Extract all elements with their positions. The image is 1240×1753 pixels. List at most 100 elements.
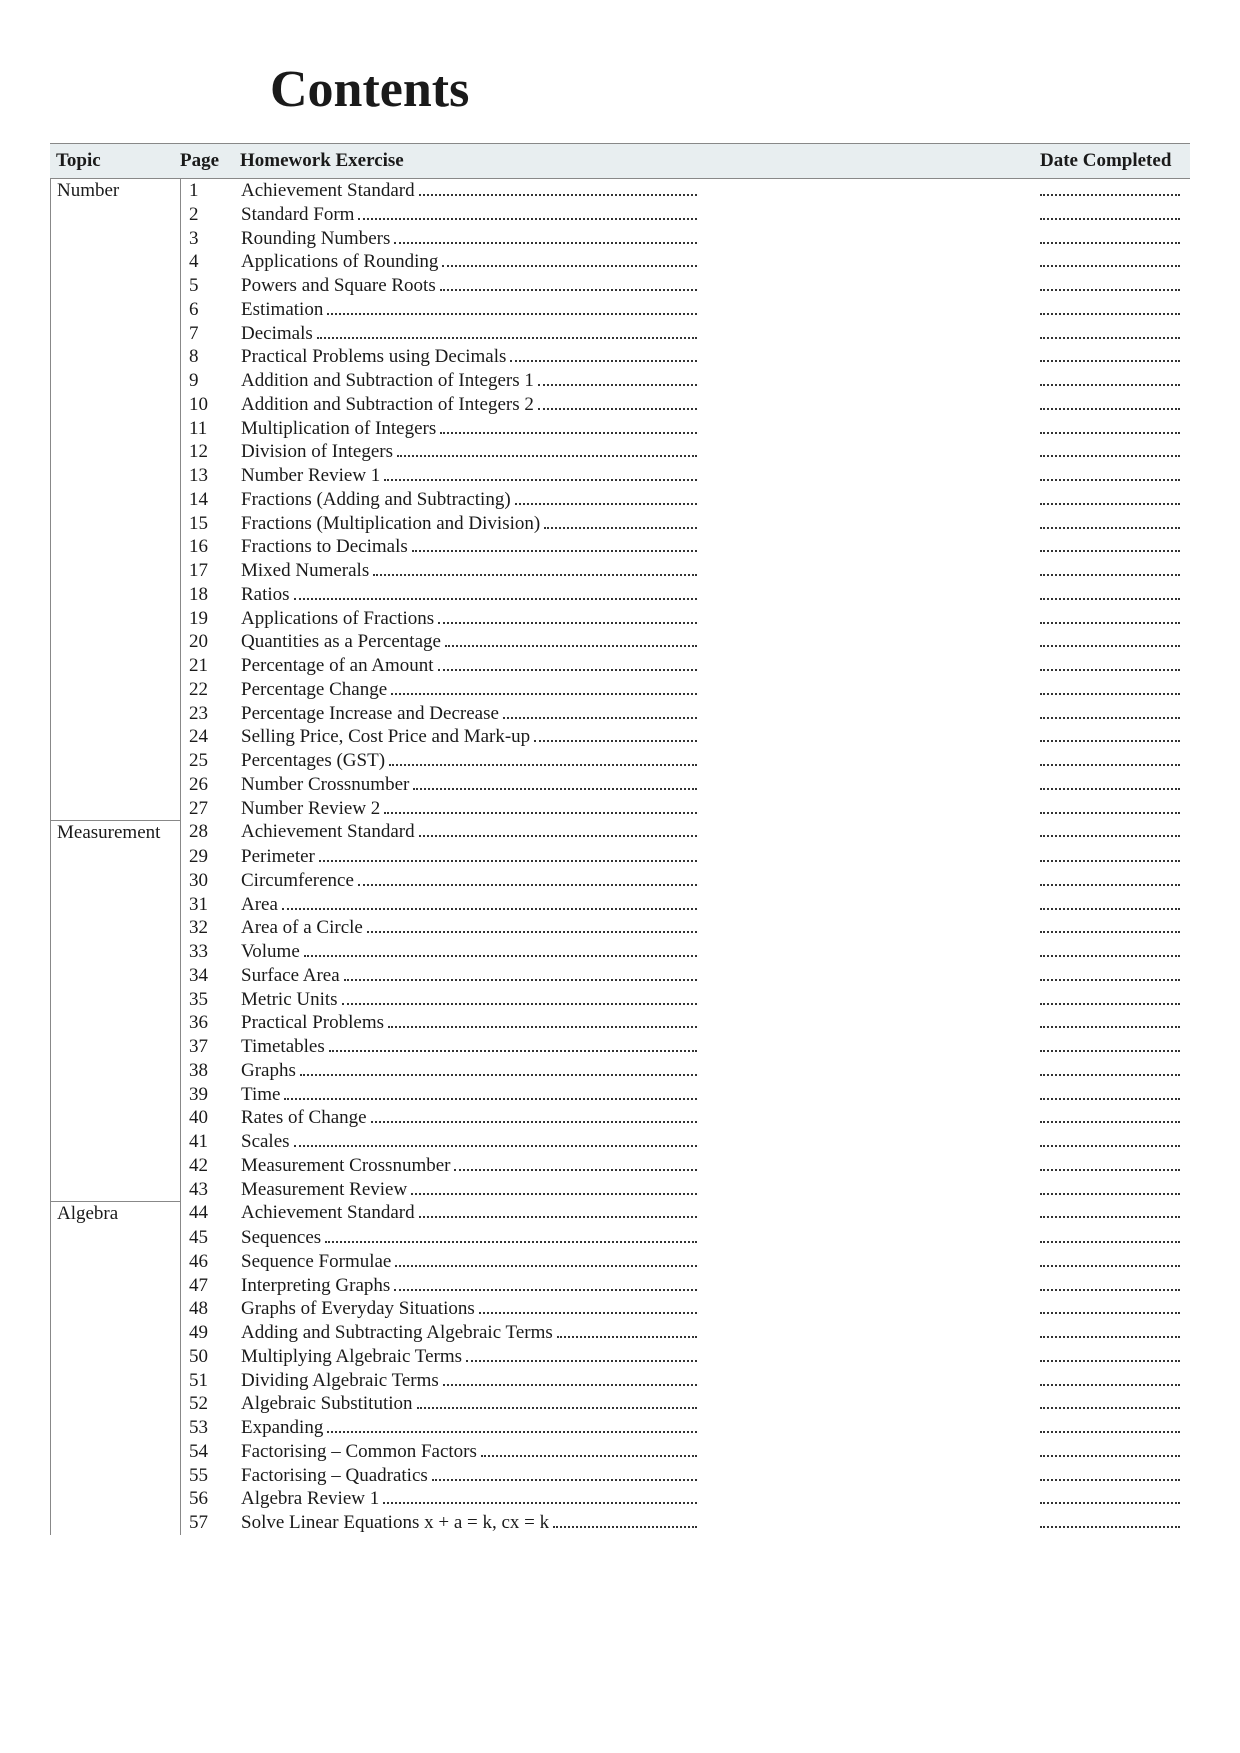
date-dot-leader: [1040, 503, 1180, 505]
exercise-label: Achievement Standard: [241, 1201, 415, 1225]
date-cell: [1040, 527, 1190, 533]
date-cell: [1040, 860, 1190, 866]
contents-row: 24Selling Price, Cost Price and Mark-up: [51, 725, 1190, 749]
topic-cell: Algebra: [51, 1201, 181, 1226]
exercise-cell: Sequences: [241, 1226, 701, 1250]
page-cell: 6: [181, 298, 241, 322]
contents-row: 30Circumference: [51, 869, 1190, 893]
date-cell: [1040, 289, 1190, 295]
date-dot-leader: [1040, 550, 1180, 552]
page-cell: 43: [181, 1178, 241, 1202]
exercise-cell: Expanding: [241, 1416, 701, 1440]
contents-row: 38Graphs: [51, 1059, 1190, 1083]
topic-cell: [51, 393, 181, 417]
dot-leader: [344, 979, 697, 981]
contents-row: 42Measurement Crossnumber: [51, 1154, 1190, 1178]
date-cell: [1040, 1169, 1190, 1175]
exercise-cell: Achievement Standard: [241, 179, 701, 203]
date-dot-leader: [1040, 1193, 1180, 1195]
exercise-cell: Surface Area: [241, 964, 701, 988]
exercise-label: Measurement Crossnumber: [241, 1154, 450, 1178]
contents-row: 19Applications of Fractions: [51, 607, 1190, 631]
date-cell: [1040, 479, 1190, 485]
dot-leader: [440, 432, 697, 434]
contents-row: 22Percentage Change: [51, 678, 1190, 702]
topic-cell: [51, 1487, 181, 1511]
page-cell: 53: [181, 1416, 241, 1440]
contents-row: 39Time: [51, 1083, 1190, 1107]
dot-leader: [432, 1479, 697, 1481]
col-header-exercise: Homework Exercise: [240, 150, 700, 172]
dot-leader: [557, 1336, 697, 1338]
topic-cell: [51, 464, 181, 488]
contents-row: 47Interpreting Graphs: [51, 1274, 1190, 1298]
exercise-cell: Number Review 1: [241, 464, 701, 488]
date-dot-leader: [1040, 1098, 1180, 1100]
topic-cell: [51, 1083, 181, 1107]
dot-leader: [438, 622, 697, 624]
exercise-cell: Fractions to Decimals: [241, 535, 701, 559]
dot-leader: [384, 812, 697, 814]
exercise-label: Interpreting Graphs: [241, 1274, 390, 1298]
exercise-cell: Percentage Change: [241, 678, 701, 702]
date-cell: [1040, 313, 1190, 319]
col-header-page: Page: [180, 150, 240, 172]
exercise-cell: Circumference: [241, 869, 701, 893]
date-cell: [1040, 931, 1190, 937]
date-cell: [1040, 598, 1190, 604]
contents-row: 48Graphs of Everyday Situations: [51, 1297, 1190, 1321]
date-dot-leader: [1040, 1360, 1180, 1362]
page-cell: 39: [181, 1083, 241, 1107]
date-dot-leader: [1040, 598, 1180, 600]
topic-cell: [51, 440, 181, 464]
exercise-cell: Fractions (Adding and Subtracting): [241, 488, 701, 512]
date-dot-leader: [1040, 1455, 1180, 1457]
topic-cell: [51, 630, 181, 654]
topic-cell: [51, 1416, 181, 1440]
page-cell: 46: [181, 1250, 241, 1274]
dot-leader: [544, 527, 697, 529]
exercise-cell: Mixed Numerals: [241, 559, 701, 583]
dot-leader: [342, 1003, 697, 1005]
date-dot-leader: [1040, 812, 1180, 814]
contents-row: 14Fractions (Adding and Subtracting): [51, 488, 1190, 512]
dot-leader: [445, 645, 697, 647]
exercise-cell: Factorising – Quadratics: [241, 1464, 701, 1488]
exercise-label: Graphs: [241, 1059, 296, 1083]
date-cell: [1040, 955, 1190, 961]
dot-leader: [443, 1384, 697, 1386]
date-cell: [1040, 1026, 1190, 1032]
exercise-cell: Graphs of Everyday Situations: [241, 1297, 701, 1321]
dot-leader: [395, 1265, 697, 1267]
exercise-label: Fractions (Multiplication and Division): [241, 512, 540, 536]
exercise-cell: Area: [241, 893, 701, 917]
date-cell: [1040, 1098, 1190, 1104]
contents-row: Algebra44Achievement Standard: [51, 1201, 1190, 1226]
dot-leader: [413, 788, 697, 790]
date-dot-leader: [1040, 884, 1180, 886]
exercise-label: Quantities as a Percentage: [241, 630, 441, 654]
topic-cell: [51, 1059, 181, 1083]
exercise-cell: Area of a Circle: [241, 916, 701, 940]
exercise-label: Addition and Subtraction of Integers 1: [241, 369, 534, 393]
topic-cell: [51, 417, 181, 441]
dot-leader: [479, 1312, 697, 1314]
topic-cell: [51, 1464, 181, 1488]
date-dot-leader: [1040, 1169, 1180, 1171]
date-dot-leader: [1040, 931, 1180, 933]
date-dot-leader: [1040, 194, 1180, 196]
dot-leader: [454, 1169, 697, 1171]
dot-leader: [284, 1098, 697, 1100]
dot-leader: [510, 360, 697, 362]
table-header: Topic Page Homework Exercise Date Comple…: [50, 143, 1190, 179]
date-dot-leader: [1040, 835, 1180, 837]
date-dot-leader: [1040, 645, 1180, 647]
exercise-cell: Achievement Standard: [241, 820, 701, 844]
dot-leader: [371, 1121, 697, 1123]
dot-leader: [327, 1431, 697, 1433]
date-cell: [1040, 384, 1190, 390]
exercise-label: Addition and Subtraction of Integers 2: [241, 393, 534, 417]
page-cell: 34: [181, 964, 241, 988]
contents-row: 37Timetables: [51, 1035, 1190, 1059]
contents-row: 36Practical Problems: [51, 1011, 1190, 1035]
